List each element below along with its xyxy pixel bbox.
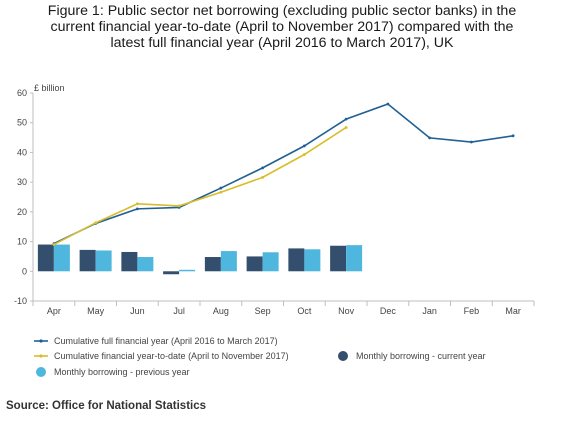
bar-current-year xyxy=(79,249,96,272)
line-financial-year-to-date xyxy=(53,126,347,246)
point-financial-year-to-date xyxy=(219,190,223,194)
legend-label: Monthly borrowing - previous year xyxy=(54,367,190,377)
point-full-financial-year xyxy=(428,136,432,140)
x-tick-label: Aug xyxy=(213,306,229,316)
legend-dot-swatch xyxy=(36,367,46,377)
y-tick-label: 20 xyxy=(17,207,27,217)
bar-current-year xyxy=(330,245,347,272)
point-financial-year-to-date xyxy=(94,221,98,225)
line-full-financial-year xyxy=(53,103,514,245)
y-tick-label: 0 xyxy=(22,266,27,276)
legend-line-marker xyxy=(39,354,43,358)
bar-previous-year xyxy=(137,257,154,272)
y-axis-unit-label: £ billion xyxy=(34,83,65,93)
y-tick-label: 40 xyxy=(17,147,27,157)
x-tick-label: Dec xyxy=(380,306,397,316)
bar-current-year xyxy=(163,271,180,275)
bar-previous-year xyxy=(95,250,112,272)
bar-current-year xyxy=(288,248,305,272)
point-full-financial-year xyxy=(135,207,139,211)
x-tick-label: Nov xyxy=(338,306,355,316)
source-note: Source: Office for National Statistics xyxy=(6,400,207,412)
bars xyxy=(37,244,363,275)
x-tick-label: Feb xyxy=(464,306,480,316)
point-full-financial-year xyxy=(302,144,306,148)
legend: Cumulative full financial year (April 20… xyxy=(34,336,486,377)
point-full-financial-year xyxy=(261,166,265,170)
legend-label: Cumulative financial year-to-date (April… xyxy=(54,351,289,361)
x-tick-label: Jun xyxy=(130,306,145,316)
legend-label: Monthly borrowing - current year xyxy=(356,351,486,361)
bar-previous-year xyxy=(53,244,70,272)
y-tick-label: 50 xyxy=(17,118,27,128)
point-full-financial-year xyxy=(344,117,348,121)
legend-item: Monthly borrowing - current year xyxy=(338,351,486,361)
bar-previous-year xyxy=(179,269,196,272)
point-full-financial-year xyxy=(469,140,473,144)
legend-label: Cumulative full financial year (April 20… xyxy=(54,336,278,346)
bar-previous-year xyxy=(304,249,321,272)
legend-dot-swatch xyxy=(338,351,348,361)
y-tick-label: 30 xyxy=(17,177,27,187)
lines xyxy=(52,102,515,246)
y-tick-label: -10 xyxy=(14,296,27,306)
axes: -10 0 10 20 30 40 50 60 Apr May Jun Jul Aug Sep Oct Nov… xyxy=(14,88,535,316)
x-tick-label: Jul xyxy=(173,306,185,316)
point-full-financial-year xyxy=(511,134,515,138)
point-financial-year-to-date xyxy=(344,126,348,129)
chart-title: Figure 1: Public sector net borrowing (e… xyxy=(47,3,517,51)
x-tick-label: Oct xyxy=(297,306,312,316)
y-tick-label: 10 xyxy=(17,237,27,247)
x-tick-label: Mar xyxy=(505,306,521,316)
point-financial-year-to-date xyxy=(135,202,139,206)
bar-current-year xyxy=(121,251,138,272)
bar-current-year xyxy=(246,256,263,272)
bar-previous-year xyxy=(262,252,279,272)
point-full-financial-year xyxy=(219,186,223,190)
x-tick-label: Apr xyxy=(47,306,61,316)
legend-item: Cumulative full financial year (April 20… xyxy=(34,336,278,346)
point-full-financial-year xyxy=(386,102,390,106)
x-tick-label: May xyxy=(87,306,105,316)
point-financial-year-to-date xyxy=(261,175,265,179)
legend-line-marker xyxy=(39,339,43,343)
bar-previous-year xyxy=(346,245,363,272)
bar-current-year xyxy=(204,257,221,272)
x-tick-label: Sep xyxy=(255,306,271,316)
bar-previous-year xyxy=(220,251,237,272)
y-tick-label: 60 xyxy=(17,88,27,98)
legend-item: Monthly borrowing - previous year xyxy=(36,367,190,377)
legend-item: Cumulative financial year-to-date (April… xyxy=(34,351,289,361)
point-financial-year-to-date xyxy=(177,204,181,208)
x-tick-label: Jan xyxy=(422,306,437,316)
bar-current-year xyxy=(37,244,54,272)
point-financial-year-to-date xyxy=(302,153,306,156)
point-financial-year-to-date xyxy=(52,243,56,246)
